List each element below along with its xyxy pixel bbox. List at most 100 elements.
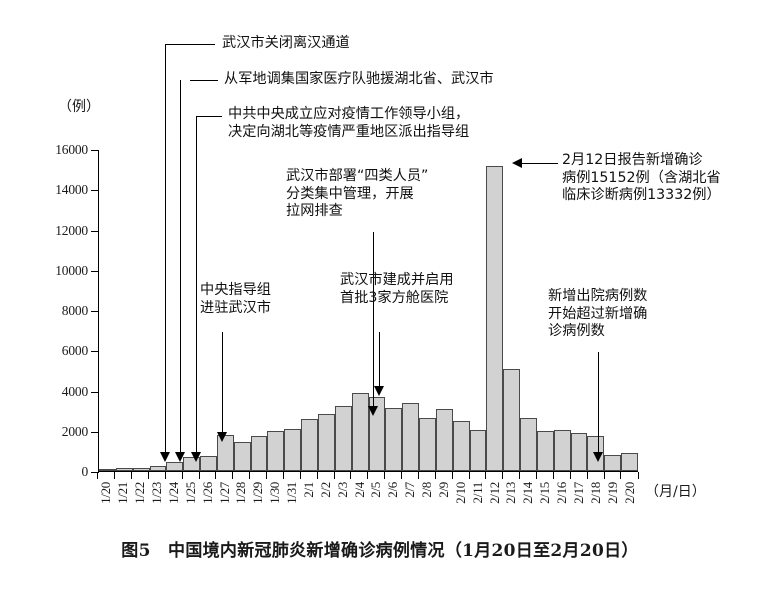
bar-cell xyxy=(115,150,133,471)
x-tick-label: 1/26 xyxy=(199,482,215,504)
x-tick-label-cell: 2/5 xyxy=(368,481,385,527)
y-tick-mark xyxy=(91,230,99,232)
x-tick-label-cell: 2/3 xyxy=(334,481,351,527)
x-tick-label: 2/17 xyxy=(570,482,586,504)
x-tick-label: 1/24 xyxy=(165,482,181,504)
arrow-head-icon xyxy=(512,158,522,168)
bar xyxy=(435,409,453,471)
x-tick-mark xyxy=(367,472,385,479)
x-tick-label-cell: 1/27 xyxy=(216,481,233,527)
x-tick-label-cell: 1/29 xyxy=(250,481,267,527)
x-tick-label: 1/20 xyxy=(98,482,114,504)
x-tick-mark xyxy=(401,472,419,479)
x-tick-label: 2/6 xyxy=(385,482,401,498)
x-tick-mark xyxy=(131,472,149,479)
bar xyxy=(621,453,638,471)
x-tick-label: 2/12 xyxy=(486,482,502,504)
annotation-medical-teams: 从军地调集国家医疗队驰援湖北省、武汉市 xyxy=(224,71,494,87)
y-tick-mark xyxy=(91,270,99,272)
x-tick-mark xyxy=(249,472,267,479)
bar-cell xyxy=(301,150,318,471)
plot-area: 0 2000 4000 6000 8000 10000 12000 14000 16000 xyxy=(55,142,638,479)
bar xyxy=(317,414,335,471)
annotation-four-categories: 武汉市部署“四类人员” 分类集中管理，开展 拉网排查 xyxy=(286,168,429,219)
y-tick-label: 8000 xyxy=(61,303,88,318)
x-tick-label-cell: 2/11 xyxy=(469,481,486,527)
x-tick-label: 2/16 xyxy=(554,482,570,504)
x-tick-label: 2/3 xyxy=(334,482,350,498)
leader-line xyxy=(196,116,222,117)
y-tick-mark xyxy=(91,472,99,473)
x-tick-mark xyxy=(620,472,639,479)
x-tick-mark xyxy=(147,472,166,479)
x-tick-label: 2/1 xyxy=(300,482,316,498)
x-axis-labels: 1/20 1/21 1/22 1/23 1/24 1/25 1/26 1/27 1/28 1/29… xyxy=(98,481,638,527)
bar xyxy=(402,402,420,471)
x-tick-mark xyxy=(603,472,621,479)
bar xyxy=(385,407,403,471)
y-tick-label: 16000 xyxy=(55,142,88,157)
leader-line xyxy=(222,332,223,432)
x-tick-label: 1/21 xyxy=(115,482,131,504)
leader-line xyxy=(190,80,218,81)
bar xyxy=(284,428,302,471)
bar xyxy=(570,433,588,471)
x-tick-label-cell: 1/26 xyxy=(199,481,216,527)
x-tick-mark xyxy=(384,472,402,479)
leader-line xyxy=(373,232,374,406)
arrow-head-icon xyxy=(191,452,201,462)
x-tick-label-cell: 2/18 xyxy=(587,481,604,527)
bar xyxy=(419,417,436,471)
x-tick-label: 2/10 xyxy=(452,482,468,504)
y-tick-mark xyxy=(91,351,99,353)
x-tick-mark xyxy=(282,472,301,479)
x-tick-label-cell: 2/12 xyxy=(486,481,503,527)
x-tick-label: 2/7 xyxy=(402,482,418,498)
y-tick-mark xyxy=(91,150,99,151)
x-tick-label-cell: 1/25 xyxy=(182,481,199,527)
x-tick-label-cell: 1/28 xyxy=(233,481,250,527)
x-tick-label: 1/27 xyxy=(216,482,232,504)
bar-cell xyxy=(233,150,251,471)
x-tick-mark xyxy=(97,472,115,479)
y-tick-label: 2000 xyxy=(61,423,88,439)
x-tick-mark xyxy=(266,472,284,479)
x-tick-mark xyxy=(299,472,318,479)
x-tick-label-cell: 1/22 xyxy=(132,481,149,527)
leader-line xyxy=(165,44,215,45)
bar xyxy=(233,441,251,471)
x-tick-label-cell: 2/15 xyxy=(537,481,554,527)
x-tick-mark xyxy=(232,472,250,479)
bar-cell xyxy=(250,150,268,471)
x-tick-label-cell: 2/4 xyxy=(351,481,368,527)
leader-line xyxy=(598,352,599,452)
annotation-central-leading-group: 中共中央成立应对疫情工作领导小组， 决定向湖北等疫情严重地区派出指导组 xyxy=(228,106,470,140)
leader-line xyxy=(196,116,197,452)
x-tick-label: 1/25 xyxy=(182,482,198,504)
x-tick-label-cell: 1/30 xyxy=(267,481,284,527)
arrow-head-icon xyxy=(160,452,170,462)
bar-cell xyxy=(99,150,116,471)
bar-cell xyxy=(132,150,150,471)
bar xyxy=(604,454,622,471)
bar xyxy=(149,465,167,471)
bar-cell xyxy=(435,150,453,471)
y-tick-label: 14000 xyxy=(55,182,88,198)
x-tick-label: 2/4 xyxy=(351,482,367,498)
x-tick-mark xyxy=(451,472,469,479)
bar-cell xyxy=(452,150,470,471)
annotation-wuhan-lockdown: 武汉市关闭离汉通道 xyxy=(222,35,350,51)
bar xyxy=(334,405,352,471)
x-tick-mark xyxy=(114,472,132,479)
x-tick-label-cell: 2/1 xyxy=(301,481,318,527)
bar xyxy=(553,429,571,471)
bar xyxy=(452,421,470,471)
x-tick-mark xyxy=(586,472,604,479)
y-tick-mark xyxy=(91,391,99,393)
arrow-head-icon xyxy=(593,452,603,462)
x-tick-mark xyxy=(536,472,554,479)
bar-cell xyxy=(486,150,504,471)
y-tick-mark xyxy=(91,311,99,312)
x-tick-label: 2/19 xyxy=(604,482,620,504)
x-tick-label-cell: 2/2 xyxy=(317,481,334,527)
